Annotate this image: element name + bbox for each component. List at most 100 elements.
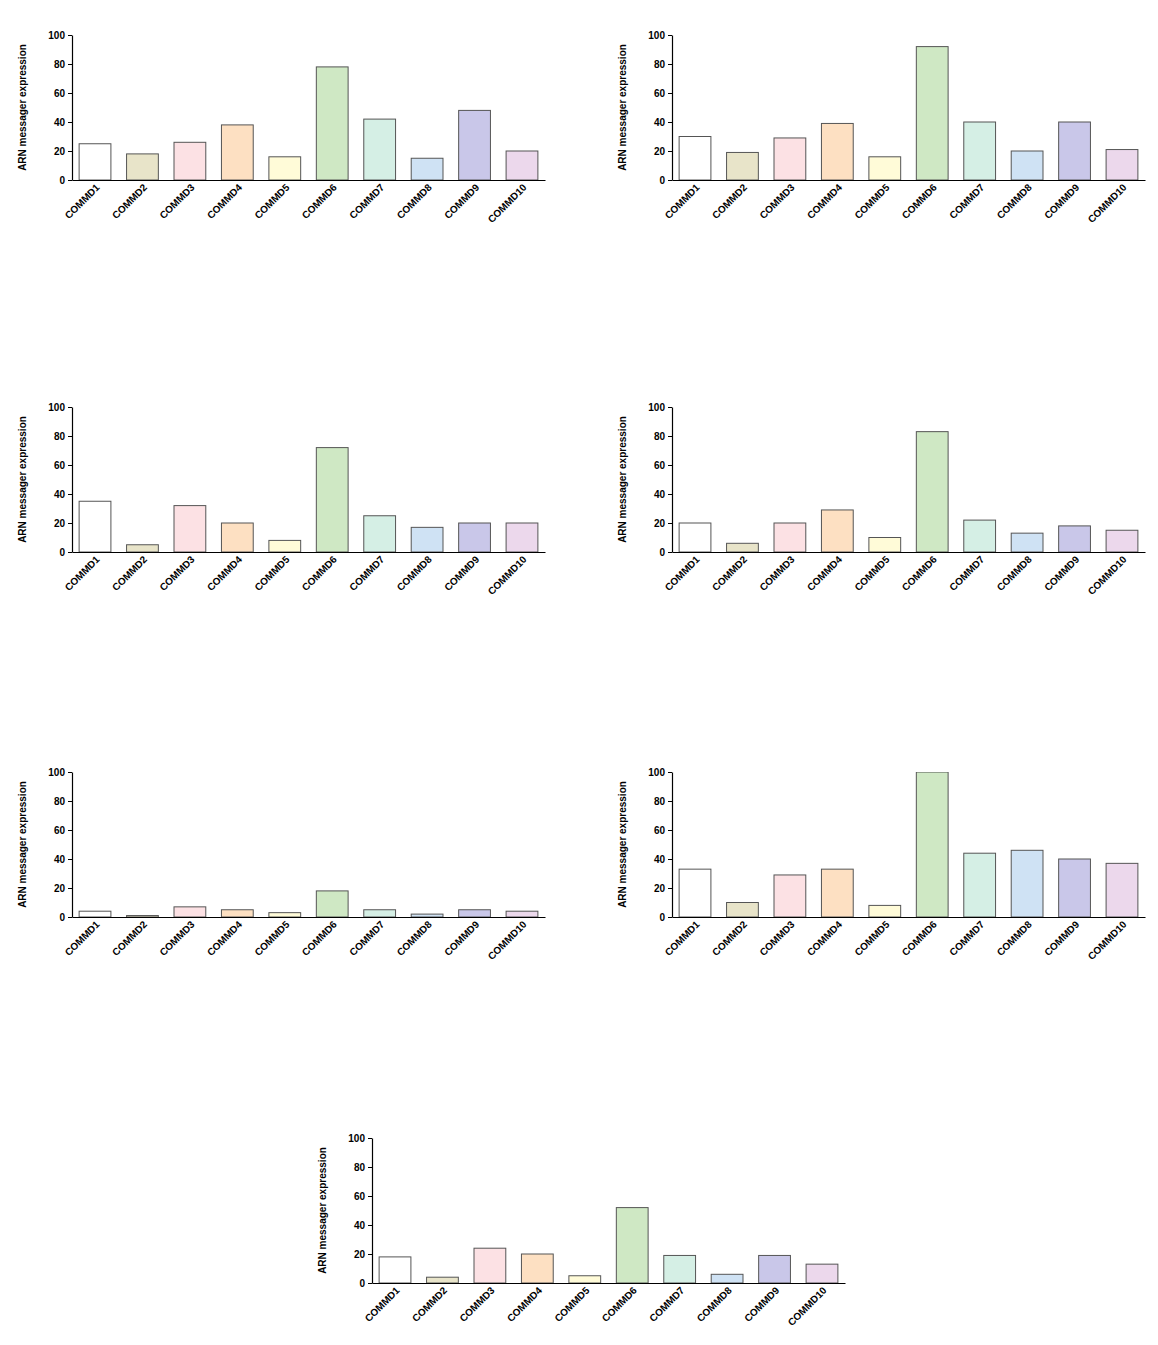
tick-label: 0	[59, 912, 65, 923]
tick: COMMD7	[947, 553, 987, 593]
category-label: COMMD10	[1086, 181, 1129, 224]
bar	[664, 1255, 696, 1283]
bar	[821, 869, 853, 917]
tick-mark	[68, 35, 72, 36]
tick: COMMD3	[157, 181, 197, 221]
tick: COMMD8	[995, 918, 1035, 958]
bar	[1011, 533, 1043, 552]
category-label: COMMD1	[663, 553, 703, 593]
category-label: COMMD3	[457, 1284, 497, 1324]
bar	[521, 1254, 553, 1283]
tick-mark	[68, 93, 72, 94]
tick: 40	[654, 117, 672, 128]
figure: 020406080100COMMD1COMMD2COMMD3COMMD4COMM…	[0, 0, 1158, 1345]
tick: COMMD8	[395, 918, 435, 958]
tick: COMMD6	[900, 181, 940, 221]
tick: COMMD9	[442, 181, 482, 221]
tick-mark	[68, 436, 72, 437]
tick-label: 20	[54, 146, 66, 157]
tick-mark	[68, 801, 72, 802]
tick-label: 100	[648, 402, 665, 413]
category-label: COMMD5	[852, 918, 892, 958]
axis-line	[673, 917, 1146, 918]
tick: COMMD7	[347, 918, 387, 958]
axis-line	[672, 408, 673, 553]
tick-mark	[68, 552, 72, 553]
category-label: COMMD10	[786, 1284, 829, 1327]
category-label: COMMD9	[442, 553, 482, 593]
tick: COMMD4	[205, 553, 245, 593]
axis-line	[72, 36, 73, 181]
tick-mark	[668, 888, 672, 889]
tick: COMMD2	[410, 1284, 450, 1324]
axis-line	[672, 773, 673, 918]
tick: COMMD3	[157, 918, 197, 958]
bars	[379, 1208, 838, 1283]
category-label: COMMD4	[805, 181, 845, 221]
tick: COMMD7	[647, 1284, 687, 1324]
tick: COMMD2	[110, 918, 150, 958]
tick: COMMD1	[663, 553, 703, 593]
tick: 20	[54, 146, 72, 157]
category-label: COMMD4	[205, 181, 245, 221]
category-label: COMMD9	[442, 181, 482, 221]
tick: 20	[54, 883, 72, 894]
tick-label: 60	[54, 88, 66, 99]
category-label: COMMD4	[205, 553, 245, 593]
bar	[269, 157, 301, 180]
tick: 60	[354, 1191, 372, 1202]
bar	[679, 523, 711, 552]
tick: COMMD6	[300, 553, 340, 593]
bar	[711, 1274, 743, 1283]
tick: COMMD9	[1042, 918, 1082, 958]
tick-label: 80	[54, 59, 66, 70]
tick-label: 40	[354, 1220, 366, 1231]
category-label: COMMD9	[1042, 553, 1082, 593]
tick-mark	[668, 494, 672, 495]
bar	[411, 527, 443, 552]
tick-mark	[668, 64, 672, 65]
tick-mark	[368, 1167, 372, 1168]
tick-label: 60	[54, 825, 66, 836]
bar	[806, 1264, 838, 1283]
bar	[774, 138, 806, 180]
tick: 0	[59, 175, 72, 186]
bar	[1059, 526, 1091, 552]
category-label: COMMD6	[900, 553, 940, 593]
category-label: COMMD2	[710, 181, 750, 221]
tick-mark	[668, 122, 672, 123]
axis-line	[672, 36, 673, 181]
tick-mark	[668, 407, 672, 408]
tick: COMMD6	[900, 918, 940, 958]
bar	[869, 905, 901, 917]
axis-line	[72, 408, 73, 553]
bar	[774, 523, 806, 552]
tick-mark	[668, 523, 672, 524]
bar	[459, 110, 491, 180]
tick-mark	[68, 64, 72, 65]
tick: 60	[54, 460, 72, 471]
tick-label: 0	[659, 175, 665, 186]
tick-mark	[68, 151, 72, 152]
tick: 40	[354, 1220, 372, 1231]
tick: COMMD5	[852, 918, 892, 958]
category-label: COMMD7	[347, 918, 387, 958]
axis-line	[372, 1139, 373, 1284]
bar	[916, 772, 948, 917]
category-label: COMMD9	[442, 918, 482, 958]
bar	[1059, 122, 1091, 180]
bar	[1011, 151, 1043, 180]
bar	[964, 853, 996, 917]
y-axis: 020406080100	[48, 30, 72, 186]
x-axis: COMMD1COMMD2COMMD3COMMD4COMMD5COMMD6COMM…	[663, 918, 1146, 962]
bar	[79, 911, 111, 917]
tick: 100	[48, 402, 72, 413]
tick: COMMD5	[252, 918, 292, 958]
category-label: COMMD6	[900, 918, 940, 958]
tick: COMMD6	[600, 1284, 640, 1324]
tick-label: 20	[654, 883, 666, 894]
tick: COMMD3	[757, 553, 797, 593]
tick: COMMD10	[486, 918, 529, 961]
tick: COMMD4	[205, 918, 245, 958]
tick: COMMD5	[552, 1284, 592, 1324]
